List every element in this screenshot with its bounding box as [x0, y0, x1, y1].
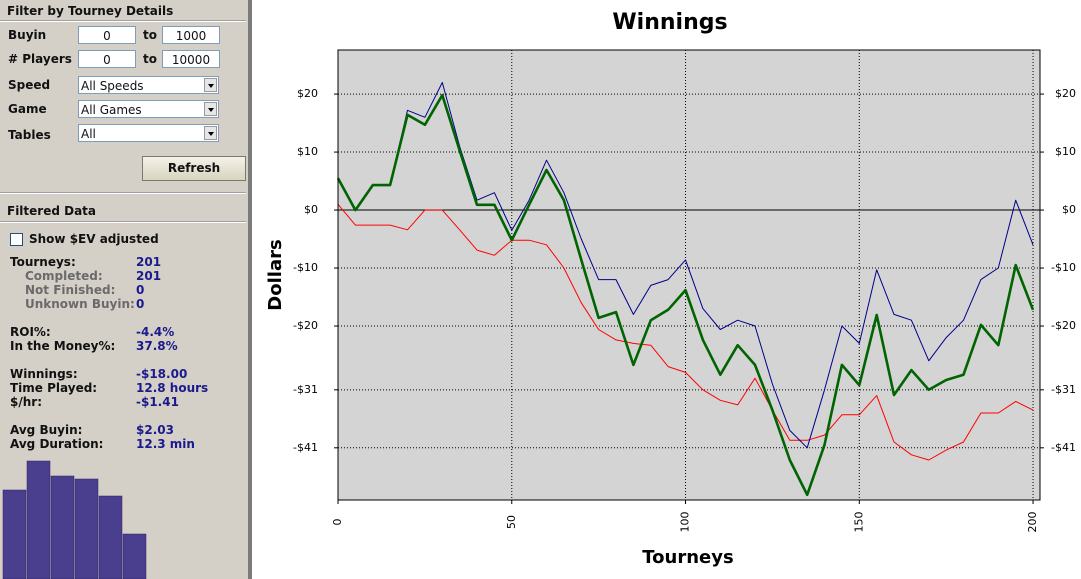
- dropdown-value[interactable]: All: [81, 127, 96, 141]
- y-tick-label: $20: [297, 87, 318, 100]
- stat-label: Avg Buyin:: [10, 423, 83, 437]
- dropdown-value[interactable]: All Games: [81, 103, 142, 117]
- y2-tick-label: -$10: [1051, 261, 1076, 274]
- max-input[interactable]: 10000: [162, 50, 220, 68]
- section-title: Filter by Tourney Details: [7, 4, 174, 18]
- plot-border: [337, 49, 1041, 501]
- stat-label: ROI%:: [10, 325, 51, 339]
- stat-label: Avg Duration:: [10, 437, 104, 451]
- series-line: [337, 203, 1034, 461]
- stat-value: 201: [136, 255, 162, 269]
- x-axis-label: Tourneys: [642, 547, 733, 568]
- stat-value: $2.03: [136, 423, 174, 437]
- mini-bar: [74, 478, 99, 579]
- dropdown-arrow[interactable]: [204, 126, 217, 140]
- stat-label: $/hr:: [10, 395, 42, 409]
- mini-bar: [2, 489, 27, 579]
- mini-bar: [98, 495, 123, 579]
- x-tick-label: 50: [505, 515, 518, 529]
- sidebar: Filter by Tourney Details Buyin 0 to 1000 # …: [0, 0, 248, 579]
- y2-tick-label: $0: [1062, 203, 1076, 216]
- section-title: Filtered Data: [7, 204, 97, 218]
- checkbox-label[interactable]: Show $EV adjusted: [29, 232, 159, 246]
- refresh-button[interactable]: Refresh: [142, 156, 246, 181]
- y-tick-label: $0: [304, 203, 318, 216]
- separator: [0, 192, 246, 194]
- x-tick-label: 0: [331, 519, 344, 526]
- mini-chart: [2, 460, 147, 579]
- filter-label: Buyin: [8, 28, 47, 42]
- plot-area: [338, 50, 1040, 500]
- stat-label: In the Money%:: [10, 339, 116, 353]
- y-tick-label: -$31: [293, 383, 318, 396]
- stat-label: Unknown Buyin:: [25, 297, 135, 311]
- mini-bar: [26, 460, 51, 579]
- stat-value: 201: [136, 269, 162, 283]
- mini-bar: [122, 533, 147, 579]
- stat-value: 37.8%: [136, 339, 178, 353]
- stat-label: Winnings:: [10, 367, 78, 381]
- stat-value: 0: [136, 283, 145, 297]
- stat-value: -4.4%: [136, 325, 175, 339]
- divider: [248, 0, 252, 579]
- chart-title: Winnings: [612, 10, 727, 35]
- series-line: [337, 82, 1034, 449]
- x-tick-label: 200: [1026, 512, 1039, 533]
- filter-label: Tables: [8, 128, 51, 142]
- y2-tick-label: -$41: [1051, 441, 1076, 454]
- separator: [0, 221, 246, 223]
- dropdown[interactable]: All: [78, 124, 219, 142]
- stat-value: 0: [136, 297, 145, 311]
- dropdown[interactable]: All Speeds: [78, 76, 219, 94]
- stat-label: Completed:: [25, 269, 103, 283]
- y2-tick-label: $20: [1055, 87, 1076, 100]
- min-input[interactable]: 0: [78, 50, 136, 68]
- y-tick-label: $10: [297, 145, 318, 158]
- y2-tick-label: $10: [1055, 145, 1076, 158]
- stat-value: 12.8 hours: [136, 381, 209, 395]
- range-separator: to: [143, 52, 157, 66]
- stat-value: 12.3 min: [136, 437, 195, 451]
- y2-tick-label: -$31: [1051, 383, 1076, 396]
- dropdown[interactable]: All Games: [78, 100, 219, 118]
- max-input[interactable]: 1000: [162, 26, 220, 44]
- separator: [0, 20, 246, 22]
- series-line: [336, 93, 1035, 497]
- y-tick-label: -$10: [293, 261, 318, 274]
- stat-label: Tourneys:: [10, 255, 76, 269]
- stat-label: Time Played:: [10, 381, 98, 395]
- dropdown-value[interactable]: All Speeds: [81, 79, 144, 93]
- min-input[interactable]: 0: [78, 26, 136, 44]
- y-axis-label: Dollars: [265, 239, 286, 310]
- checkbox[interactable]: [10, 233, 23, 246]
- stat-value: -$18.00: [136, 367, 188, 381]
- x-tick-label: 100: [679, 512, 692, 533]
- filter-label: Game: [8, 102, 47, 116]
- filter-label: Speed: [8, 78, 51, 92]
- y2-tick-label: -$20: [1051, 319, 1076, 332]
- y-tick-label: -$20: [293, 319, 318, 332]
- stat-label: Not Finished:: [25, 283, 116, 297]
- filter-label: # Players: [8, 52, 72, 66]
- stat-value: -$1.41: [136, 395, 179, 409]
- x-tick-label: 150: [852, 512, 865, 533]
- dropdown-arrow[interactable]: [204, 78, 217, 92]
- y-tick-label: -$41: [293, 441, 318, 454]
- dropdown-arrow[interactable]: [204, 102, 217, 116]
- mini-bar: [50, 475, 75, 579]
- range-separator: to: [143, 28, 157, 42]
